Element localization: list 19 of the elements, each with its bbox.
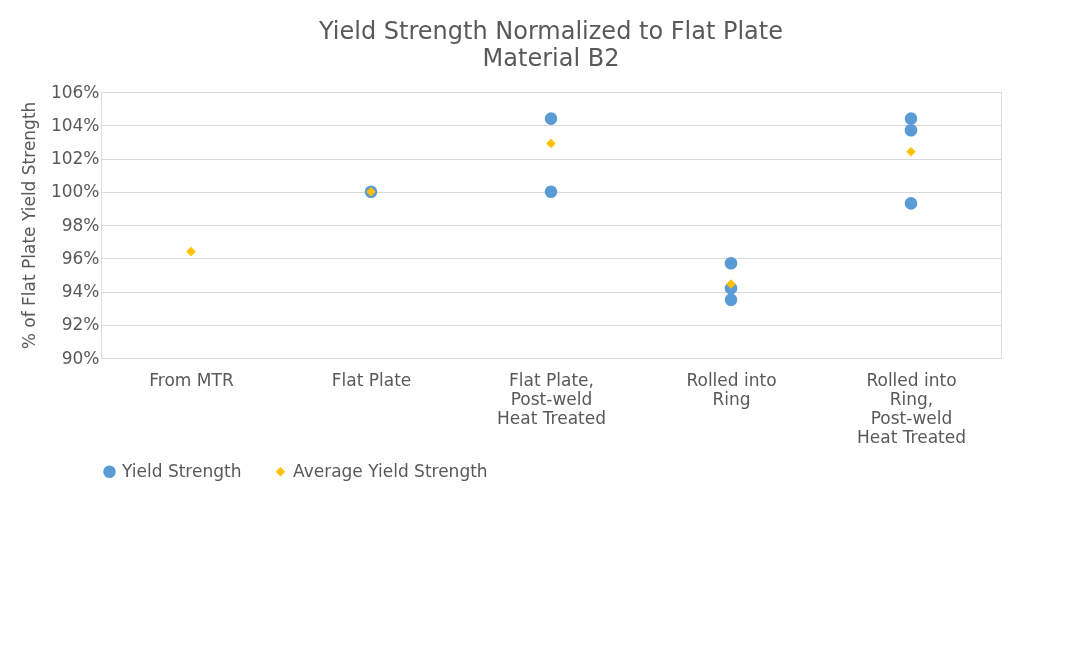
- y-tick-label: 94%: [61, 281, 100, 301]
- x-tick-label: From MTR: [149, 369, 234, 390]
- y-tick-label: 106%: [50, 81, 100, 102]
- y-tick-label: 92%: [61, 314, 100, 335]
- y-tick-label: 102%: [50, 148, 100, 168]
- chart-title: Yield Strength Normalized to Flat Plate: [318, 17, 783, 45]
- y-tick-label: 100%: [50, 181, 100, 202]
- y-tick-label: 104%: [50, 114, 100, 135]
- y-tick-label: 96%: [61, 247, 100, 268]
- x-tick-label: Flat Plate, Post-weld Heat Treated: [496, 369, 607, 428]
- chart-subtitle: Material B2: [482, 44, 620, 72]
- x-tick-label: Rolled into Ring: [686, 369, 777, 409]
- y-axis-title: % of Flat Plate Yield Strength: [18, 101, 39, 350]
- x-tick-label: Flat Plate: [331, 369, 412, 390]
- x-tick-label: Rolled into Ring, Post-weld Heat Treated: [856, 369, 967, 447]
- y-tick-label: 90%: [61, 347, 100, 368]
- y-tick-label: 98%: [61, 214, 100, 235]
- legend-label: Yield Strength: [121, 460, 242, 481]
- legend-label: Average Yield Strength: [293, 460, 488, 481]
